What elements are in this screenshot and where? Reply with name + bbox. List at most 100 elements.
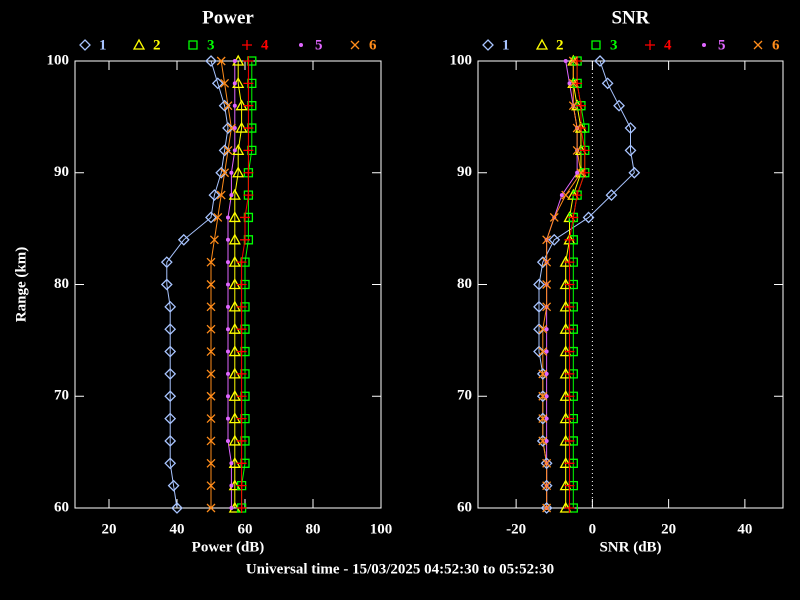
marker <box>582 211 595 224</box>
y-tick-label: 90 <box>457 164 472 180</box>
marker <box>220 168 230 178</box>
legend-label: 3 <box>207 37 215 53</box>
marker <box>164 390 177 403</box>
marker <box>613 99 625 112</box>
marker <box>538 324 548 334</box>
marker <box>164 345 177 358</box>
marker <box>236 368 247 379</box>
marker <box>564 257 575 268</box>
legend-symbol <box>299 43 303 47</box>
marker <box>236 346 247 357</box>
x-tick-label: 0 <box>589 521 597 537</box>
marker <box>236 503 247 513</box>
marker <box>243 123 254 134</box>
plot-frame <box>74 60 382 509</box>
marker <box>572 190 582 200</box>
y-tick-label: 80 <box>457 276 472 292</box>
marker <box>564 279 575 290</box>
legend-symbol <box>753 40 763 50</box>
marker <box>232 103 237 108</box>
marker <box>243 190 254 200</box>
marker <box>171 502 183 514</box>
series-line <box>234 61 243 508</box>
marker <box>624 122 637 134</box>
marker <box>206 481 216 491</box>
marker <box>164 323 177 336</box>
marker <box>572 190 583 201</box>
marker <box>567 81 572 86</box>
marker <box>226 394 230 399</box>
marker <box>564 413 575 424</box>
marker <box>533 323 545 336</box>
marker <box>220 78 230 88</box>
series-line <box>538 60 635 508</box>
marker <box>164 300 177 313</box>
legend-label: 6 <box>772 37 780 53</box>
marker <box>564 346 575 357</box>
marker <box>533 278 545 291</box>
marker <box>243 167 254 178</box>
legend-label: 2 <box>153 37 161 53</box>
marker <box>236 480 247 491</box>
x-tick-label: 40 <box>170 521 185 537</box>
legend-label: 4 <box>261 37 269 53</box>
marker <box>563 59 568 63</box>
legend-symbol <box>535 38 549 50</box>
marker <box>213 212 223 222</box>
marker <box>559 193 564 198</box>
marker <box>206 391 216 401</box>
marker <box>206 302 216 312</box>
marker <box>243 56 254 66</box>
marker <box>164 367 177 380</box>
marker <box>206 257 216 267</box>
legend-symbol <box>482 39 494 51</box>
marker <box>226 282 230 287</box>
marker <box>533 345 545 358</box>
x-axis-label: Power (dB) <box>192 539 265 555</box>
legend-symbol <box>591 40 601 50</box>
marker <box>542 257 552 267</box>
marker <box>572 78 582 88</box>
marker <box>216 190 226 200</box>
marker <box>544 416 549 421</box>
marker <box>232 166 245 178</box>
marker <box>572 145 582 155</box>
marker <box>564 368 575 379</box>
marker <box>542 503 552 513</box>
legend-symbol <box>188 40 198 50</box>
marker <box>540 457 553 470</box>
marker <box>579 145 590 156</box>
marker <box>243 145 254 156</box>
marker <box>226 349 230 354</box>
marker <box>236 301 247 312</box>
marker <box>544 394 549 399</box>
legend-symbol <box>645 40 655 50</box>
marker <box>538 414 548 424</box>
panel-title: SNR <box>611 7 649 28</box>
marker <box>549 212 559 222</box>
series-line <box>166 60 229 509</box>
marker <box>164 457 177 470</box>
legend-label: 4 <box>664 37 672 53</box>
legend-label: 2 <box>556 37 564 53</box>
marker <box>229 193 234 198</box>
footer: Universal time - 15/03/2025 04:52:30 to … <box>246 561 554 577</box>
y-tick-label: 90 <box>54 164 69 180</box>
marker <box>544 438 549 443</box>
marker <box>564 301 575 312</box>
marker <box>542 302 552 312</box>
panel-title: Power <box>202 7 254 28</box>
marker <box>542 458 552 468</box>
marker <box>226 371 230 376</box>
marker <box>538 347 548 357</box>
legend-symbol <box>242 40 252 50</box>
marker <box>580 145 590 156</box>
marker <box>236 458 247 469</box>
marker <box>218 99 231 112</box>
marker <box>575 170 580 175</box>
x-tick-label: 80 <box>306 521 321 537</box>
marker <box>229 483 234 488</box>
marker <box>226 438 230 443</box>
marker <box>544 371 549 376</box>
